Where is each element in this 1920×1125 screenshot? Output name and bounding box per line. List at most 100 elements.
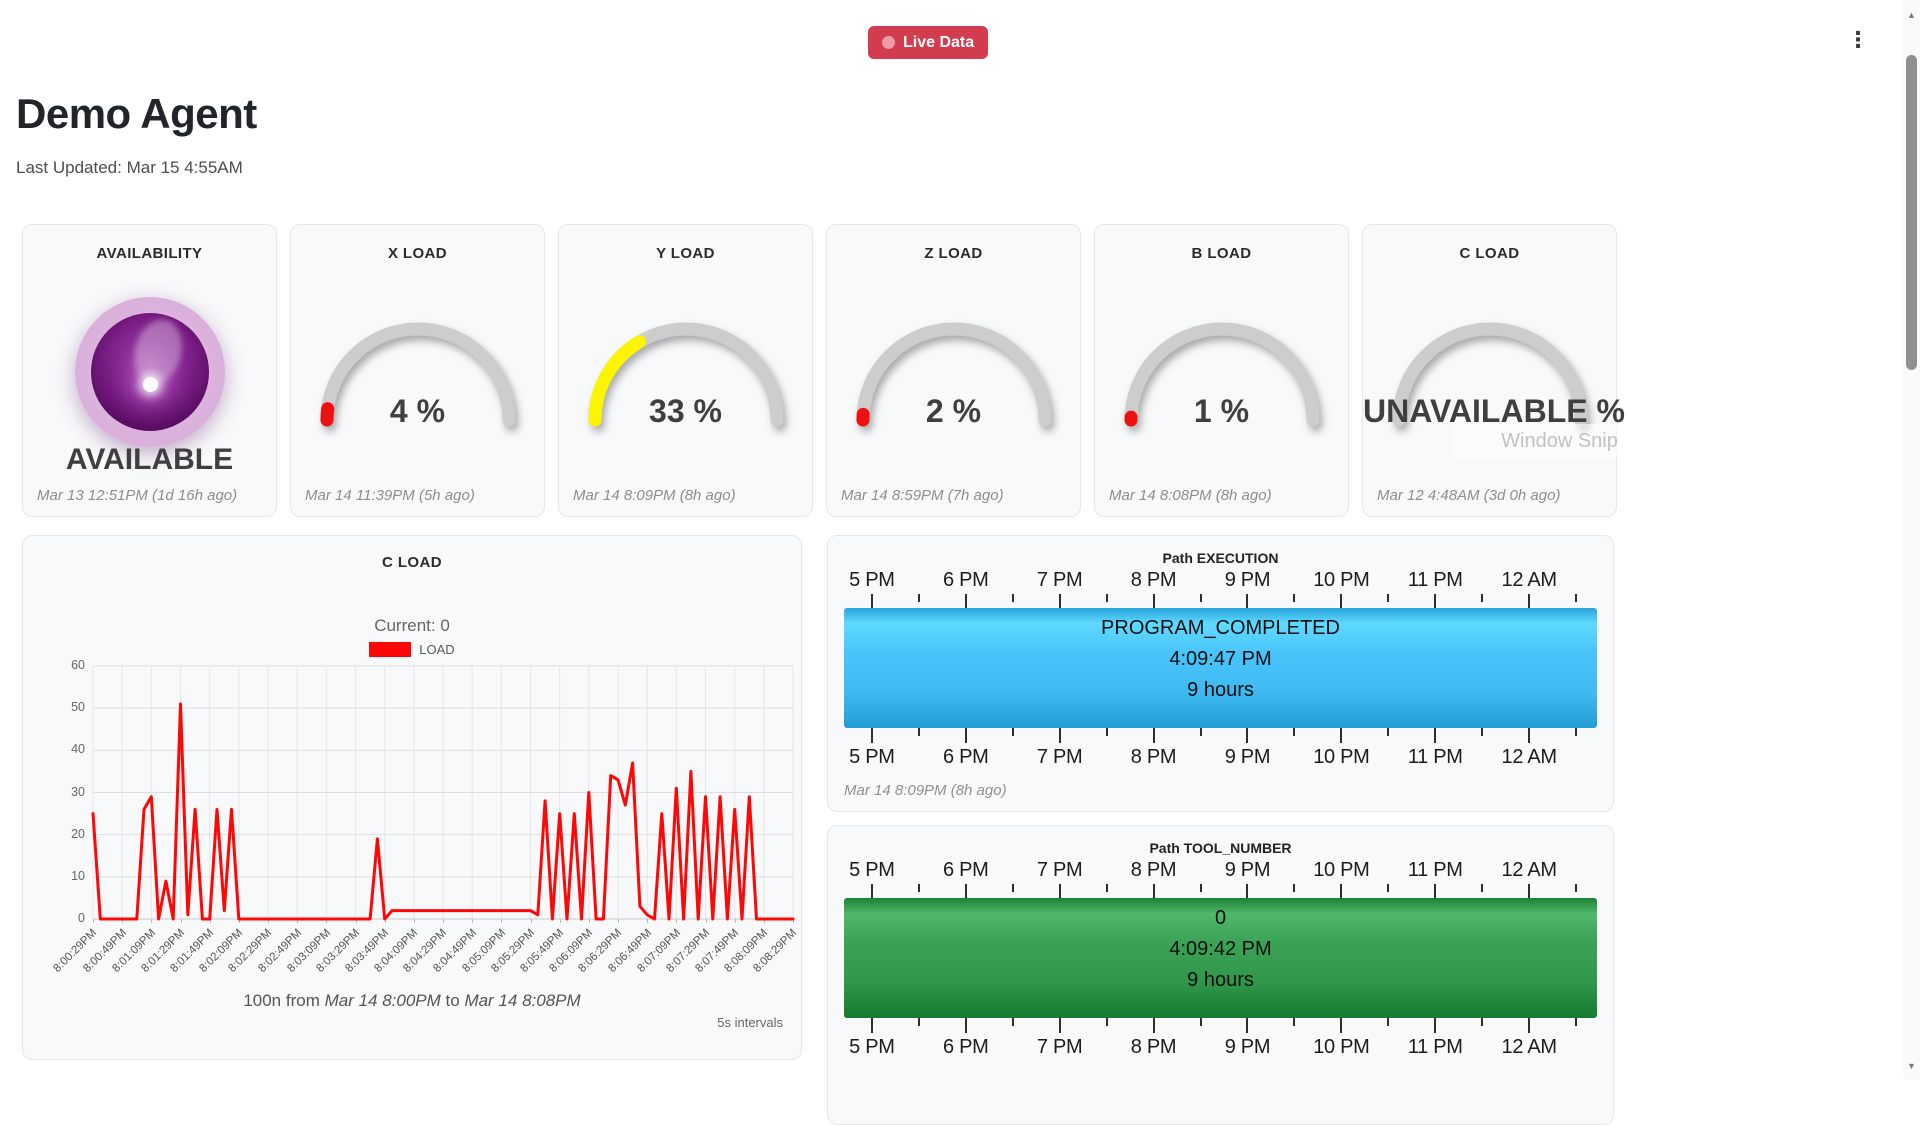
x-axis-tick xyxy=(763,919,765,923)
semicircle-gauge xyxy=(576,304,796,429)
tick-minor xyxy=(1575,594,1578,602)
legend-label: LOAD xyxy=(419,642,455,657)
scrollbar-track[interactable]: ▲ ▼ xyxy=(1903,0,1920,1079)
ruler-hour-label: 5 PM xyxy=(849,746,895,768)
tick-major xyxy=(1340,728,1343,743)
tick-minor xyxy=(1199,1018,1202,1026)
x-axis-tick xyxy=(297,919,299,923)
gauge-title: Y LOAD xyxy=(656,245,715,262)
semicircle-gauge xyxy=(844,304,1064,429)
y-axis-label: 60 xyxy=(71,658,85,672)
ruler-hour-label: 11 PM xyxy=(1407,859,1463,881)
tick-minor xyxy=(1199,884,1202,892)
tick-major xyxy=(1528,884,1531,899)
x-axis-tick xyxy=(413,919,415,923)
timeline-card-2: Path TOOL_NUMBER 5 PM 6 PM 7 PM 8 PM 9 PM 10 P… xyxy=(827,825,1614,1125)
x-axis-tick xyxy=(472,919,474,923)
gauge-title: C LOAD xyxy=(1459,245,1520,262)
caption-mid: to xyxy=(440,991,465,1010)
x-axis-tick xyxy=(326,919,328,923)
tick-major xyxy=(964,728,967,743)
ruler-hour-label: 8 PM xyxy=(1130,859,1177,881)
ruler-hour-label: 6 PM xyxy=(943,859,989,881)
gauge-title: X LOAD xyxy=(387,245,448,262)
timeline-title: Path EXECUTION xyxy=(1162,550,1279,566)
hour-ruler-labels: 5 PM 6 PM 7 PM 8 PM 9 PM 10 PM 11 PM 12 AM xyxy=(844,568,1597,592)
gauge-value: 2 % xyxy=(925,393,982,429)
ruler-hour-label: 11 PM xyxy=(1407,1036,1463,1058)
x-axis-tick xyxy=(180,919,182,923)
tick-major xyxy=(1340,1018,1343,1033)
x-axis-tick xyxy=(705,919,707,923)
tick-major xyxy=(870,594,873,609)
scrollbar-down-icon[interactable]: ▼ xyxy=(1907,1061,1916,1071)
ruler-hour-label: 12 AM xyxy=(1501,1036,1558,1058)
tick-minor xyxy=(1105,1018,1108,1026)
gauge-title: Z LOAD xyxy=(924,245,983,262)
x-axis-tick xyxy=(93,919,94,923)
tick-major xyxy=(1434,1018,1437,1033)
tick-minor xyxy=(917,884,920,892)
y-axis-label: 40 xyxy=(71,742,85,757)
timeline-timestamp: Mar 14 8:09PM (8h ago) xyxy=(844,782,1007,799)
scrollbar-thumb[interactable] xyxy=(1906,55,1917,370)
orb-core xyxy=(90,313,209,431)
gauge-track xyxy=(1124,322,1319,427)
hour-ruler-labels: 5 PM 6 PM 7 PM 8 PM 9 PM 10 PM 11 PM 12 AM xyxy=(844,745,1597,769)
tick-minor xyxy=(1293,884,1296,892)
tick-major xyxy=(1058,1018,1061,1033)
tick-major xyxy=(1434,884,1437,899)
x-axis-tick xyxy=(618,919,619,923)
bar-duration: 9 hours xyxy=(1187,679,1254,701)
ruler-hour-label: 12 AM xyxy=(1501,746,1558,768)
chart-legend-item[interactable]: LOAD xyxy=(23,642,801,657)
gauge-track xyxy=(856,322,1051,427)
scrollbar-up-icon[interactable]: ▲ xyxy=(1907,10,1916,20)
tick-major xyxy=(1340,884,1343,899)
ruler-hour-label: 9 PM xyxy=(1224,859,1271,881)
ruler-hour-label: 11 PM xyxy=(1407,746,1463,768)
x-axis-tick xyxy=(384,919,386,923)
ruler-hour-label: 5 PM xyxy=(849,569,895,591)
ruler-hour-label: 9 PM xyxy=(1224,569,1271,591)
chart-card: C LOAD Current: 0 LOAD 100n from Mar 14 … xyxy=(22,535,802,1060)
x-axis-tick xyxy=(209,919,211,923)
caption-range-start: Mar 14 8:00PM xyxy=(324,991,441,1010)
bar-time: 4:09:42 PM xyxy=(1169,938,1272,960)
tick-minor xyxy=(1293,728,1296,736)
ruler-hour-label: 11 PM xyxy=(1407,569,1463,591)
kebab-menu-icon[interactable]: ⋮ xyxy=(1847,27,1869,52)
gauge-card: C LOAD UNAVAILABLE % Mar 12 4:48AM (3d 0h … xyxy=(1362,224,1625,517)
load-line-series xyxy=(91,702,795,921)
gauge-card: Y LOAD 33 % Mar 14 8:09PM (8h ago) xyxy=(558,224,813,517)
last-updated: Last Updated: Mar 15 4:55AM xyxy=(16,158,243,177)
gauge-track xyxy=(320,322,515,427)
tick-minor xyxy=(1105,728,1108,736)
tick-minor xyxy=(917,1018,920,1026)
tick-major xyxy=(1246,728,1249,743)
hour-ruler-labels: 5 PM 6 PM 7 PM 8 PM 9 PM 10 PM 11 PM 12 AM xyxy=(844,858,1597,882)
semicircle-gauge xyxy=(308,304,528,429)
ruler-hour-label: 5 PM xyxy=(849,859,895,881)
tick-major xyxy=(1246,594,1249,609)
y-axis-label: 0 xyxy=(78,911,85,925)
gauge-value: 1 % xyxy=(1193,393,1250,429)
x-axis-tick xyxy=(443,919,444,923)
tick-major xyxy=(1058,884,1061,899)
x-axis-tick xyxy=(151,919,153,923)
live-data-badge[interactable]: Live Data xyxy=(868,26,989,59)
ruler-hour-label: 10 PM xyxy=(1313,1036,1370,1058)
legend-swatch xyxy=(369,642,412,657)
timeline-title: Path TOOL_NUMBER xyxy=(1149,840,1292,856)
ruler-hour-label: 7 PM xyxy=(1036,569,1083,591)
caption-prefix: 100n from xyxy=(243,991,325,1010)
x-axis-tick xyxy=(122,919,124,923)
tick-minor xyxy=(1011,728,1014,736)
ruler-hour-label: 8 PM xyxy=(1130,1036,1177,1058)
tick-minor xyxy=(1481,594,1484,602)
tick-major xyxy=(1528,728,1531,743)
tick-minor xyxy=(1105,594,1108,602)
tick-minor xyxy=(1575,728,1578,736)
tick-major xyxy=(1152,1018,1155,1033)
x-axis-tick xyxy=(501,919,503,923)
